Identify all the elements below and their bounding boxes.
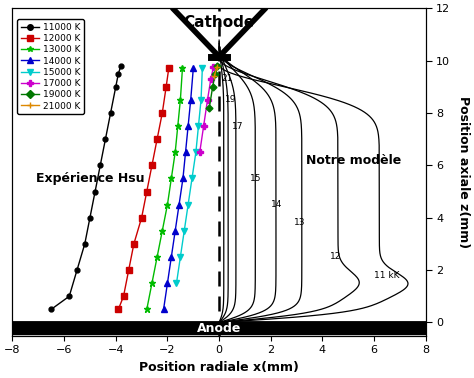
Text: Expérience Hsu: Expérience Hsu [36, 172, 144, 185]
Text: 14: 14 [271, 200, 282, 209]
Text: 15: 15 [250, 174, 262, 183]
Text: Anode: Anode [197, 322, 241, 335]
Text: 19: 19 [225, 95, 237, 104]
Text: Cathode: Cathode [183, 15, 255, 30]
Legend: 11000 K, 12000 K, 13000 K, 14000 K, 15000 K, 17000 K, 19000 K, 21000 K: 11000 K, 12000 K, 13000 K, 14000 K, 1500… [17, 19, 84, 114]
Text: 12: 12 [330, 253, 342, 262]
Y-axis label: Position axiale z(mm): Position axiale z(mm) [457, 96, 470, 248]
Bar [12, 322, 426, 334]
Text: 17: 17 [232, 121, 244, 130]
Text: Notre modèle: Notre modèle [306, 153, 401, 167]
X-axis label: Position radiale x(mm): Position radiale x(mm) [139, 361, 299, 374]
Text: 13: 13 [294, 218, 306, 228]
Text: 11 kK: 11 kK [374, 271, 400, 280]
Text: 21: 21 [222, 74, 233, 84]
